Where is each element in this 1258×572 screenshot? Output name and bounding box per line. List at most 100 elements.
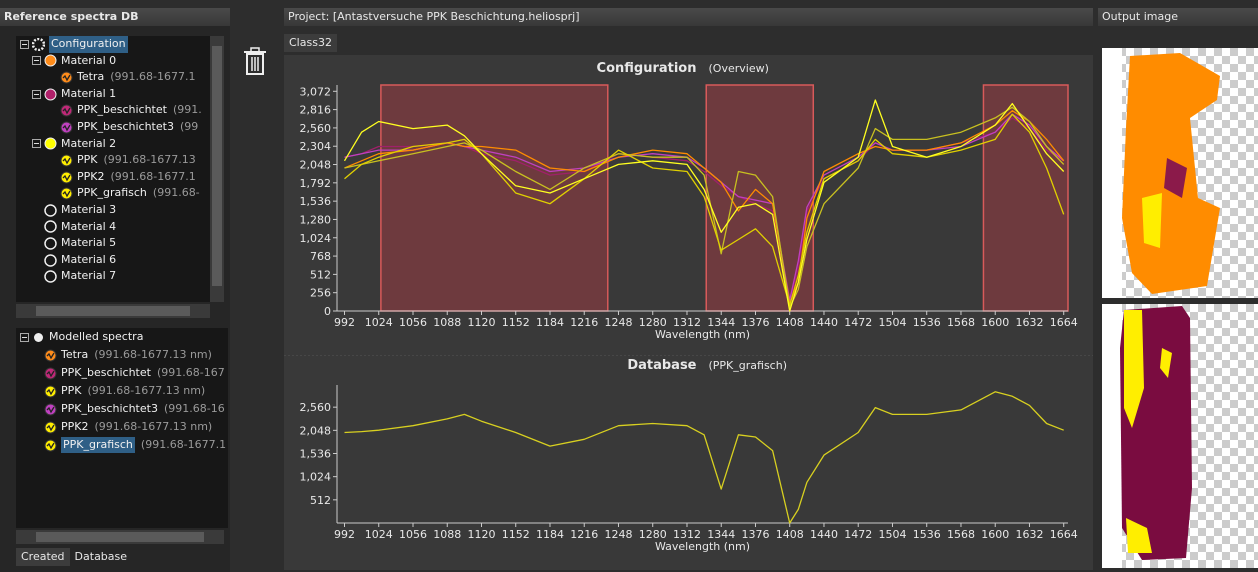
x-tick-label: 1216 xyxy=(570,528,598,541)
tree-label: Material 1 xyxy=(61,86,116,103)
y-tick-label: 1,024 xyxy=(300,232,332,245)
tree-icon xyxy=(44,88,57,101)
tree-row[interactable]: PPK_grafisch(991.68- xyxy=(20,185,214,202)
tab[interactable]: Database xyxy=(70,548,133,566)
panel-title: Output image xyxy=(1098,8,1258,26)
tree-label: PPK_grafisch xyxy=(61,437,135,454)
tree-row[interactable]: Configuration xyxy=(20,36,214,53)
tree-icon xyxy=(44,254,57,267)
tree-row[interactable]: Material 7 xyxy=(20,268,214,285)
tree-row[interactable]: Tetra(991.68-1677.13 nm) xyxy=(20,346,228,364)
tree-row[interactable]: Material 1 xyxy=(20,86,214,103)
panel-title: Project: [Antastversuche PPK Beschichtun… xyxy=(284,8,1093,26)
x-tick-label: 1632 xyxy=(1015,528,1043,541)
tab[interactable]: Class32 xyxy=(284,34,337,52)
expand-box[interactable] xyxy=(20,333,29,342)
tree-icon xyxy=(60,187,73,200)
tree-icon xyxy=(44,403,57,416)
tree-icon xyxy=(44,367,57,380)
tree-row[interactable]: Material 2 xyxy=(20,136,214,153)
expand-box[interactable] xyxy=(32,139,41,148)
y-tick-label: 1,536 xyxy=(300,195,332,208)
y-tick-label: 3,072 xyxy=(300,85,332,98)
x-tick-label: 1632 xyxy=(1015,316,1043,329)
tree-icon xyxy=(60,171,73,184)
tree-label: PPK2 xyxy=(61,419,88,436)
h-scrollbar[interactable] xyxy=(16,530,224,544)
chart-title: Configuration xyxy=(597,61,697,76)
y-tick-label: 1,792 xyxy=(300,177,332,190)
tree-label: Material 5 xyxy=(61,235,116,252)
tree-row[interactable]: PPK_grafisch (991.68-1677.1 xyxy=(20,436,228,454)
tree-row[interactable]: Material 5 xyxy=(20,235,214,252)
tree-row[interactable]: PPK(991.68-1677.13 nm) xyxy=(20,382,228,400)
tree-label: PPK xyxy=(77,152,97,169)
tree-label: Tetra xyxy=(61,347,88,364)
tree-detail: (991.68-1677.1 xyxy=(141,437,226,454)
x-tick-label: 1472 xyxy=(844,528,872,541)
tree-row[interactable]: Material 3 xyxy=(20,202,214,219)
tree-row[interactable]: PPK_beschichtet(991.68-167 xyxy=(20,364,228,382)
tree-label: PPK_beschichtet3 xyxy=(77,119,174,136)
tree-row[interactable]: Material 4 xyxy=(20,219,214,236)
h-scrollbar[interactable] xyxy=(16,304,210,318)
x-tick-label: 1440 xyxy=(810,528,838,541)
tree-icon xyxy=(44,349,57,362)
tree-label: PPK2 xyxy=(77,169,104,186)
x-tick-label: 1472 xyxy=(844,316,872,329)
tree-label: PPK_beschichtet3 xyxy=(61,401,158,418)
y-tick-label: 0 xyxy=(324,305,331,318)
x-tick-label: 1184 xyxy=(536,528,564,541)
x-axis-label: Wavelength (nm) xyxy=(655,328,750,341)
expand-box[interactable] xyxy=(32,90,41,99)
tree-row[interactable]: Material 0 xyxy=(20,53,214,70)
tree-icon xyxy=(60,121,73,134)
x-tick-label: 1056 xyxy=(399,528,427,541)
y-tick-label: 2,048 xyxy=(300,424,332,437)
tree-row[interactable]: PPK_beschichtet3(991.68-16 xyxy=(20,400,228,418)
tab[interactable]: Created xyxy=(16,548,70,566)
x-tick-label: 1504 xyxy=(878,528,906,541)
x-tick-label: 1504 xyxy=(878,316,906,329)
tree-detail: (991.68-167 xyxy=(157,365,225,382)
delete-button[interactable] xyxy=(240,45,270,79)
x-tick-label: 1664 xyxy=(1050,316,1078,329)
tree-row[interactable]: Material 6 xyxy=(20,252,214,269)
tree-row[interactable]: PPK_beschichtet3 (99 xyxy=(20,119,214,136)
tree-label: Configuration xyxy=(49,36,128,53)
tree-icon xyxy=(44,270,57,283)
overview-chart: Configuration(Overview)02565127681,0241,… xyxy=(284,55,1093,355)
tree-row[interactable]: PPK (991.68-1677.13 xyxy=(20,152,214,169)
tree-detail: (99 xyxy=(180,119,198,136)
x-tick-label: 1600 xyxy=(981,316,1009,329)
v-scrollbar[interactable] xyxy=(210,36,224,302)
y-tick-label: 2,304 xyxy=(300,140,332,153)
expand-box[interactable] xyxy=(32,56,41,65)
tree-icon xyxy=(60,104,73,117)
x-axis-label: Wavelength (nm) xyxy=(655,540,750,553)
y-tick-label: 2,560 xyxy=(300,122,332,135)
y-tick-label: 768 xyxy=(310,250,331,263)
y-tick-label: 512 xyxy=(310,494,331,507)
database-chart: Database(PPK_grafisch)5121,0241,5362,048… xyxy=(284,355,1093,570)
expand-box[interactable] xyxy=(20,40,29,49)
y-tick-label: 512 xyxy=(310,268,331,281)
y-tick-label: 2,816 xyxy=(300,104,332,117)
tree-row[interactable]: Tetra(991.68-1677.1 xyxy=(20,69,214,86)
tree-row[interactable]: PPK_beschichtet(991. xyxy=(20,102,214,119)
x-tick-label: 1088 xyxy=(433,316,461,329)
x-tick-label: 1536 xyxy=(913,528,941,541)
tree-detail: (991.68-1677.13 xyxy=(103,152,195,169)
tree-row[interactable]: Modelled spectra xyxy=(20,328,228,346)
tree-row[interactable]: PPK2(991.68-1677.1 xyxy=(20,169,214,186)
tree-row[interactable]: PPK2(991.68-1677.13 nm) xyxy=(20,418,228,436)
x-tick-label: 1216 xyxy=(570,316,598,329)
x-tick-label: 1408 xyxy=(776,528,804,541)
x-tick-label: 1536 xyxy=(913,316,941,329)
x-tick-label: 1120 xyxy=(467,528,495,541)
tree-icon xyxy=(60,154,73,167)
x-tick-label: 1664 xyxy=(1050,528,1078,541)
x-tick-label: 1152 xyxy=(502,528,530,541)
